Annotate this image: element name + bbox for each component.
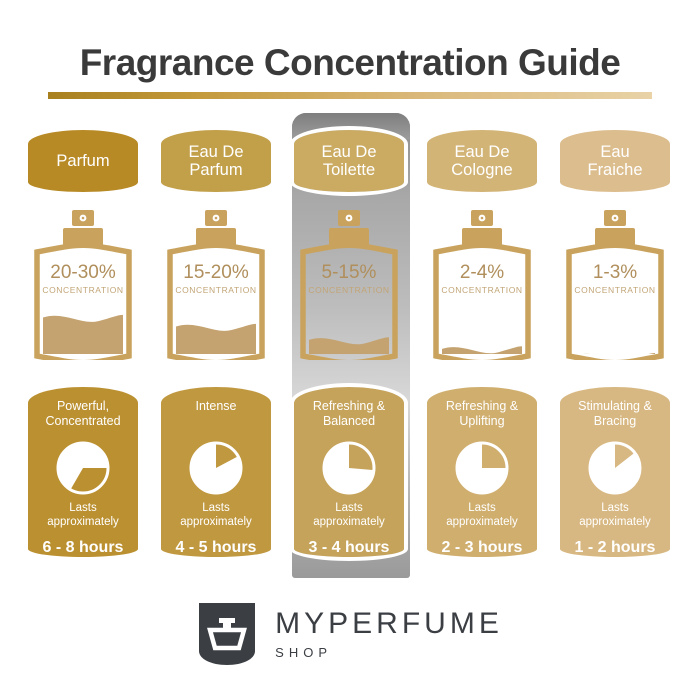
- badge-label: Eau Fraiche: [587, 142, 643, 179]
- badge-eau-de-cologne[interactable]: Eau De Cologne: [427, 130, 537, 192]
- footer-logo: MYPERFUME SHOP: [0, 598, 700, 670]
- lasts-label: Lasts approximately: [180, 502, 252, 529]
- page-title: Fragrance Concentration Guide: [79, 42, 621, 83]
- column-eau-de-parfum: Eau De Parfum 15-20% CONCENTRATION Intense La…: [150, 0, 283, 700]
- column-parfum: Parfum 20-30% CONCENTRATION Powerful, Concen…: [17, 0, 150, 700]
- badge-parfum[interactable]: Parfum: [28, 130, 138, 192]
- longevity-hours: 6 - 8 hours: [42, 539, 124, 556]
- concentration-label: CONCENTRATION: [441, 285, 523, 295]
- concentration-label: CONCENTRATION: [175, 285, 257, 295]
- badge-eau-fraiche[interactable]: Eau Fraiche: [560, 130, 670, 192]
- lasts-label: Lasts approximately: [313, 502, 385, 529]
- descriptor-text: Stimulating & Bracing: [578, 399, 652, 429]
- concentration-value: 20-30%: [50, 262, 116, 283]
- longevity-pie-chart: [560, 441, 670, 495]
- concentration-value: 1-3%: [592, 262, 638, 283]
- info-card-eau-de-parfum[interactable]: Intense Lasts approximately 4 - 5 hours: [161, 387, 271, 557]
- column-eau-de-toilette: Eau De Toilette 5-15% CONCENTRATION Refreshi…: [283, 0, 416, 700]
- title-underline: [48, 92, 652, 99]
- column-eau-de-cologne: Eau De Cologne 2-4% CONCENTRATION Refreshing…: [416, 0, 549, 700]
- longevity-hours: 3 - 4 hours: [308, 539, 390, 556]
- descriptor-text: Refreshing & Balanced: [312, 399, 386, 429]
- descriptor-text: Intense: [195, 399, 237, 413]
- concentration-value: 15-20%: [183, 262, 249, 283]
- concentration-label: CONCENTRATION: [574, 285, 656, 295]
- lasts-label: Lasts approximately: [579, 502, 651, 529]
- badge-label: Parfum: [56, 151, 110, 170]
- brand-subtitle: SHOP: [275, 645, 332, 660]
- bottle-parfum: 20-30% CONCENTRATION: [28, 208, 138, 360]
- concentration-value: 5-15%: [321, 262, 377, 283]
- bottle-eau-de-cologne: 2-4% CONCENTRATION: [427, 208, 537, 360]
- info-card-parfum[interactable]: Powerful, Concentrated Lasts approximately 6…: [28, 387, 138, 557]
- brand-name: MYPERFUME: [275, 607, 503, 640]
- lasts-label: Lasts approximately: [47, 502, 119, 529]
- longevity-pie-chart: [427, 441, 537, 495]
- column-eau-fraiche: Eau Fraiche 1-3% CONCENTRATION Stimulating &…: [549, 0, 682, 700]
- concentration-value: 2-4%: [459, 262, 505, 283]
- bottle-eau-de-toilette: 5-15% CONCENTRATION: [294, 208, 404, 360]
- descriptor-text: Powerful, Concentrated: [45, 399, 121, 429]
- bottle-eau-de-parfum: 15-20% CONCENTRATION: [161, 208, 271, 360]
- concentration-label: CONCENTRATION: [42, 285, 124, 295]
- brand-wordmark: MYPERFUME SHOP: [275, 607, 503, 660]
- badge-label: Eau De Cologne: [451, 142, 513, 179]
- badge-label: Eau De Toilette: [321, 142, 377, 179]
- longevity-hours: 1 - 2 hours: [574, 539, 656, 556]
- longevity-pie-chart: [161, 441, 271, 495]
- longevity-pie-chart: [294, 441, 404, 495]
- badge-eau-de-toilette[interactable]: Eau De Toilette: [290, 126, 408, 196]
- longevity-hours: 2 - 3 hours: [441, 539, 523, 556]
- longevity-pie-chart: [28, 441, 138, 495]
- badge-eau-de-parfum[interactable]: Eau De Parfum: [161, 130, 271, 192]
- longevity-hours: 4 - 5 hours: [175, 539, 257, 556]
- bottle-eau-fraiche: 1-3% CONCENTRATION: [560, 208, 670, 360]
- info-card-eau-fraiche[interactable]: Stimulating & Bracing Lasts approximately 1 …: [560, 387, 670, 557]
- perfume-bottle-shield-icon: [197, 601, 257, 667]
- concentration-label: CONCENTRATION: [308, 285, 390, 295]
- descriptor-text: Refreshing & Uplifting: [445, 399, 519, 429]
- info-card-eau-de-cologne[interactable]: Refreshing & Uplifting Lasts approximately 2…: [427, 387, 537, 557]
- info-card-eau-de-toilette[interactable]: Refreshing & Balanced Lasts approximately 3 …: [290, 383, 408, 561]
- lasts-label: Lasts approximately: [446, 502, 518, 529]
- badge-label: Eau De Parfum: [188, 142, 244, 179]
